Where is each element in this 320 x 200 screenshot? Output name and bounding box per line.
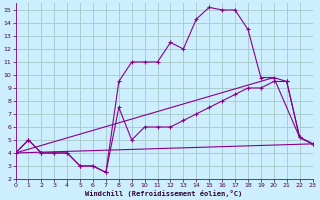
X-axis label: Windchill (Refroidissement éolien,°C): Windchill (Refroidissement éolien,°C) — [85, 190, 243, 197]
